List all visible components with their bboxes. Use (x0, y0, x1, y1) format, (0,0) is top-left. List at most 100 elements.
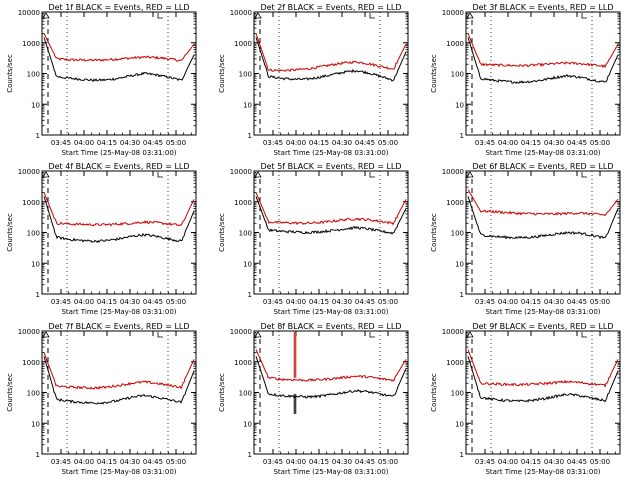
chart-panel-8: Det 8f BLACK = Events, RED = LLD 1 10 100 10… (218, 322, 409, 476)
y-tick-label: 1000 (446, 359, 464, 367)
y-axis-label: Counts/sec (6, 54, 14, 93)
y-tick-label: 10 (31, 101, 40, 109)
chart-title: Det 7f BLACK = Events, RED = LLD (48, 322, 189, 331)
start-marker (466, 171, 474, 178)
x-tick-label: 04:45 (567, 139, 587, 147)
start-marker (254, 12, 262, 19)
series-line-lld (255, 349, 407, 383)
start-marker (466, 331, 474, 338)
chart-title: Det 5f BLACK = Events, RED = LLD (260, 162, 401, 171)
x-tick-label: 04:45 (143, 298, 163, 306)
x-tick-label: 04:45 (355, 139, 375, 147)
chart-title: Det 6f BLACK = Events, RED = LLD (472, 162, 613, 171)
x-tick-label: 04:30 (332, 139, 352, 147)
chart-title: Det 4f BLACK = Events, RED = LLD (48, 162, 189, 171)
plot-frame (253, 11, 409, 136)
corner-marker (581, 13, 587, 19)
x-tick-label: 04:45 (143, 139, 163, 147)
chart-panel-3: Det 3f BLACK = Events, RED = LLD 1 10 100 10… (430, 3, 621, 157)
x-tick-label: 04:45 (143, 458, 163, 466)
plot-frame (253, 330, 409, 455)
y-tick-label: 10 (455, 420, 464, 428)
x-tick-label: 04:15 (521, 458, 541, 466)
x-tick-label: 04:45 (355, 458, 375, 466)
series-line-lld (255, 192, 407, 226)
y-tick-label: 100 (27, 230, 40, 238)
x-tick-label: 04:30 (120, 298, 140, 306)
x-tick-label: 04:15 (97, 458, 117, 466)
series-line-events (255, 356, 407, 399)
y-tick-label: 10 (31, 420, 40, 428)
plot-frame (41, 170, 197, 295)
x-tick-label: 05:00 (166, 139, 186, 147)
x-axis-label: Start Time (25-May-08 03:31:00) (485, 149, 600, 157)
x-tick-label: 05:00 (378, 298, 398, 306)
y-tick-label: 1000 (234, 199, 252, 207)
y-tick-label: 1 (460, 451, 464, 459)
series-line-events (255, 196, 407, 235)
x-tick-label: 04:30 (544, 298, 564, 306)
x-tick-label: 05:00 (378, 139, 398, 147)
x-tick-label: 03:45 (263, 298, 283, 306)
y-tick-label: 1000 (234, 40, 252, 48)
y-tick-label: 10000 (230, 328, 252, 336)
y-axis-label: Counts/sec (430, 213, 438, 252)
x-tick-label: 04:30 (544, 139, 564, 147)
y-tick-label: 100 (27, 390, 40, 398)
y-tick-label: 1000 (22, 359, 40, 367)
plot-frame (41, 330, 197, 455)
y-tick-label: 10000 (442, 328, 464, 336)
y-tick-label: 10000 (230, 9, 252, 17)
x-axis-label: Start Time (25-May-08 03:31:00) (61, 308, 176, 316)
series-line-events (43, 356, 195, 405)
x-tick-label: 03:45 (475, 458, 495, 466)
series-line-lld (467, 189, 619, 217)
y-axis-label: Counts/sec (218, 54, 226, 93)
x-tick-label: 05:00 (166, 298, 186, 306)
y-tick-label: 1 (36, 451, 40, 459)
corner-marker (369, 172, 375, 178)
x-tick-label: 05:00 (590, 298, 610, 306)
chart-title: Det 9f BLACK = Events, RED = LLD (472, 322, 613, 331)
y-tick-label: 1000 (22, 40, 40, 48)
y-tick-label: 1 (460, 291, 464, 299)
y-tick-label: 10000 (18, 9, 40, 17)
chart-panel-9: Det 9f BLACK = Events, RED = LLD 1 10 100 10… (430, 322, 621, 476)
x-axis-label: Start Time (25-May-08 03:31:00) (273, 308, 388, 316)
series-line-events (43, 37, 195, 82)
corner-marker (581, 332, 587, 338)
y-tick-label: 10 (31, 260, 40, 268)
x-tick-label: 05:00 (166, 458, 186, 466)
y-tick-label: 100 (451, 71, 464, 79)
x-tick-label: 04:00 (286, 139, 306, 147)
y-tick-label: 100 (239, 390, 252, 398)
x-tick-label: 04:45 (567, 298, 587, 306)
x-tick-label: 03:45 (475, 298, 495, 306)
x-tick-label: 05:00 (378, 458, 398, 466)
y-tick-label: 1 (36, 132, 40, 140)
corner-marker (369, 13, 375, 19)
y-tick-label: 10000 (230, 168, 252, 176)
series-line-events (467, 356, 619, 403)
y-tick-label: 10 (243, 260, 252, 268)
x-tick-label: 05:00 (590, 139, 610, 147)
x-tick-label: 04:15 (309, 139, 329, 147)
y-axis-label: Counts/sec (218, 213, 226, 252)
chart-title: Det 1f BLACK = Events, RED = LLD (48, 3, 189, 12)
corner-marker (581, 172, 587, 178)
corner-marker (157, 332, 163, 338)
y-tick-label: 10000 (442, 168, 464, 176)
plot-frame (41, 11, 197, 136)
y-tick-label: 1000 (446, 40, 464, 48)
x-tick-label: 03:45 (475, 139, 495, 147)
x-tick-label: 03:45 (51, 298, 71, 306)
x-tick-label: 05:00 (590, 458, 610, 466)
x-tick-label: 04:15 (309, 298, 329, 306)
x-tick-label: 04:00 (74, 139, 94, 147)
x-tick-label: 03:45 (51, 139, 71, 147)
y-tick-label: 100 (27, 71, 40, 79)
y-tick-label: 1 (460, 132, 464, 140)
x-axis-label: Start Time (25-May-08 03:31:00) (485, 308, 600, 316)
series-line-events (255, 37, 407, 82)
y-axis-label: Counts/sec (430, 373, 438, 412)
